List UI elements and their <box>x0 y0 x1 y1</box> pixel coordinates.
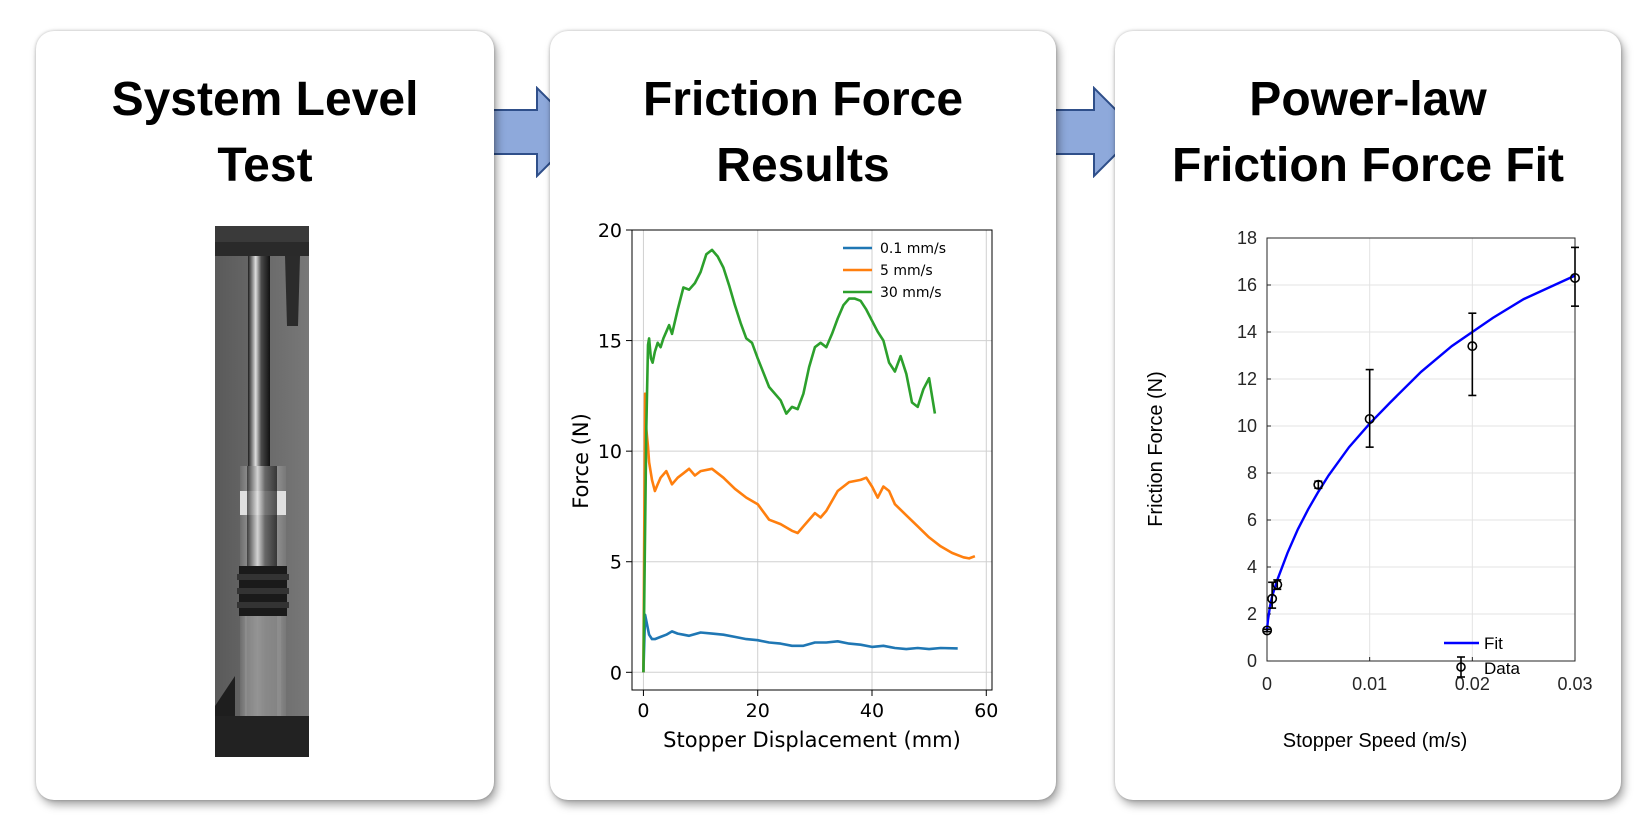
title-line-2: Friction Force Fit <box>1171 139 1564 192</box>
x-tick-label: 40 <box>860 700 884 722</box>
title-line-1: Friction Force <box>642 73 964 126</box>
panel-title: Power-law Friction Force Fit <box>1115 67 1621 199</box>
y-tick-label: 20 <box>598 220 622 242</box>
y-tick-label: 0 <box>610 662 622 684</box>
legend-fit-label: Fit <box>1484 634 1503 653</box>
panel-system-level-test: System Level Test <box>36 31 494 800</box>
plot-frame <box>1266 237 1576 662</box>
data-marker <box>1272 579 1283 590</box>
data-marker <box>1267 593 1278 604</box>
series-line-3 <box>642 248 937 673</box>
data-point <box>1467 312 1478 397</box>
y-tick-label: 14 <box>1237 322 1257 342</box>
x-tick-label: 20 <box>746 700 770 722</box>
y-tick-label: 4 <box>1247 557 1257 577</box>
legend-label: 30 mm/s <box>880 285 942 301</box>
panel-title: Friction Force Results <box>550 67 1056 199</box>
y-axis-label: Friction Force (N) <box>1145 371 1167 527</box>
x-tick-label: 0.01 <box>1352 674 1387 694</box>
y-tick-label: 18 <box>1237 228 1257 248</box>
x-tick-label: 0 <box>1262 674 1272 694</box>
y-tick-label: 10 <box>1237 416 1257 436</box>
y-axis-label: Force (N) <box>569 413 593 509</box>
y-tick-label: 12 <box>1237 369 1257 389</box>
y-tick-label: 5 <box>610 552 622 574</box>
title-line-1: Power-law <box>1249 73 1487 126</box>
y-tick-label: 8 <box>1247 463 1257 483</box>
data-point <box>1313 479 1324 490</box>
x-tick-label: 60 <box>974 700 998 722</box>
series-line-2 <box>642 392 976 673</box>
data-marker <box>1569 272 1580 283</box>
x-tick-label: 0.02 <box>1455 674 1490 694</box>
x-axis-label: Stopper Displacement (mm) <box>663 728 961 752</box>
legend-data-marker <box>1456 662 1466 672</box>
panel-power-law-fit: Power-law Friction Force Fit 0 0.01 0.02 0.… <box>1115 31 1621 800</box>
data-point <box>1267 581 1278 609</box>
test-photo <box>215 226 309 757</box>
power-law-fit-chart: 0 0.01 0.02 0.03 0 2 4 6 8 10 12 14 16 18 Fit Data Sto… <box>1145 228 1593 752</box>
y-tick-label: 0 <box>1247 651 1257 671</box>
data-point <box>1272 579 1283 591</box>
legend-label: 5 mm/s <box>880 263 933 279</box>
data-marker <box>1467 341 1478 352</box>
panel-title: System Level Test <box>36 67 494 199</box>
data-point <box>1262 625 1273 636</box>
title-line-2: Results <box>716 139 890 192</box>
series-line-1 <box>642 613 958 673</box>
data-point <box>1569 246 1580 307</box>
plot-frame <box>631 229 993 691</box>
fit-curve <box>1265 274 1576 631</box>
y-tick-label: 2 <box>1247 604 1257 624</box>
data-marker <box>1364 413 1375 424</box>
y-tick-label: 6 <box>1247 510 1257 530</box>
title-line-1: System Level <box>111 73 419 126</box>
data-marker <box>1313 479 1324 490</box>
data-point <box>1364 368 1375 448</box>
legend-label: 0.1 mm/s <box>880 241 946 257</box>
x-tick-label: 0 <box>637 700 649 722</box>
friction-force-chart: 0 20 40 60 0 5 10 15 20 0.1 mm/s 5 mm/s 30 mm/s St… <box>569 220 998 752</box>
y-tick-label: 15 <box>598 331 622 353</box>
legend-data-label: Data <box>1484 659 1520 678</box>
title-line-2: Test <box>217 139 313 192</box>
panel-friction-force-results: Friction Force Results 0 20 40 60 0 5 10 15 20 0… <box>550 31 1056 800</box>
data-marker <box>1262 625 1273 636</box>
y-tick-label: 10 <box>598 441 622 463</box>
x-axis-label: Stopper Speed (m/s) <box>1283 730 1468 752</box>
x-tick-label: 0.03 <box>1557 674 1592 694</box>
y-tick-label: 16 <box>1237 275 1257 295</box>
